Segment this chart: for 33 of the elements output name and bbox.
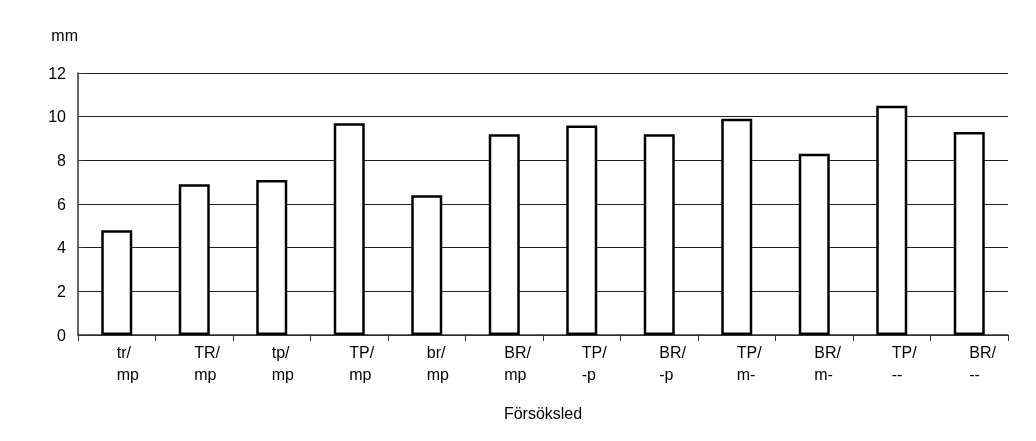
x-tick-label: TP/ mp [349,343,375,383]
x-tick-label: BR/ m- [814,343,842,383]
y-tick-label: 10 [48,108,67,126]
bar [876,105,908,335]
x-tick-label: TP/ m- [736,343,763,383]
bar [178,184,210,335]
bar [566,125,598,335]
x-tick-label: TR/ mp [194,343,221,383]
bar [953,131,985,335]
x-axis-title: Försöksled [503,404,583,422]
bar [488,134,520,335]
x-tick-label: BR/ mp [504,343,532,383]
bar [333,123,365,335]
y-tick-label: 0 [57,326,67,344]
bar [101,230,133,335]
x-tick-label: TP/ -- [891,343,918,383]
x-tick-label: br/ mp [426,343,450,383]
bar [643,134,675,335]
bar [721,118,753,335]
y-tick-label: 6 [57,195,67,213]
y-tick-label: 4 [57,239,67,257]
bar [411,195,443,335]
x-tick-label: BR/ -p [659,343,687,383]
y-tick-label: 2 [57,282,67,300]
x-tick-label: tr/ mp [116,343,140,383]
bar [256,179,288,335]
y-tick-label: 8 [57,151,67,169]
x-tick-label: BR/ -- [969,343,997,383]
bar [798,153,830,335]
x-tick-label: TP/ -p [581,343,608,383]
x-tick-label: tp/ mp [271,343,295,383]
y-axis-title: mm [51,26,78,44]
y-tick-label: 12 [48,64,67,82]
